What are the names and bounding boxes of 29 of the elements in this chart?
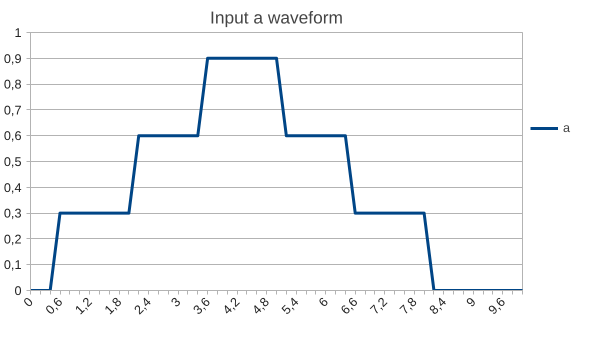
x-tick-label: 9 <box>464 294 479 310</box>
x-tick-label: 4,8 <box>250 294 272 318</box>
x-tick-label: 2,4 <box>132 294 154 318</box>
y-tick-label: 0,2 <box>4 232 22 246</box>
x-tick-label: 3 <box>168 294 184 310</box>
y-tick-label: 0,9 <box>4 52 22 66</box>
legend-label: a <box>563 121 572 135</box>
y-tick-label: 0,8 <box>4 78 22 92</box>
x-tick-label: 3,6 <box>190 294 213 318</box>
x-tick-label: 4,2 <box>220 294 242 318</box>
x-tick-label: 7,2 <box>368 294 390 318</box>
y-tick-label: 0,6 <box>4 129 22 144</box>
x-tick-label: 0,6 <box>42 294 66 318</box>
y-tick-label: 0 <box>14 284 22 298</box>
x-tick-label: 7,8 <box>397 294 420 318</box>
y-tick-label: 0,5 <box>4 155 22 169</box>
chart-title: Input a waveform <box>210 8 343 28</box>
x-tick-label: 1,8 <box>102 294 124 318</box>
x-tick-label: 6,6 <box>338 294 361 318</box>
y-tick-label: 0,4 <box>4 180 22 195</box>
y-tick-label: 1 <box>14 26 22 40</box>
y-tick-label: 0,1 <box>4 258 22 272</box>
y-tick-label: 0,3 <box>4 206 22 221</box>
x-tick-label: 9,6 <box>486 294 508 318</box>
x-tick-label: 5,4 <box>279 294 302 318</box>
x-tick-label: 6 <box>316 294 332 310</box>
x-tick-label: 8,4 <box>426 294 450 318</box>
x-tick-label: 1,2 <box>72 294 95 318</box>
y-tick-label: 0,7 <box>4 103 22 118</box>
